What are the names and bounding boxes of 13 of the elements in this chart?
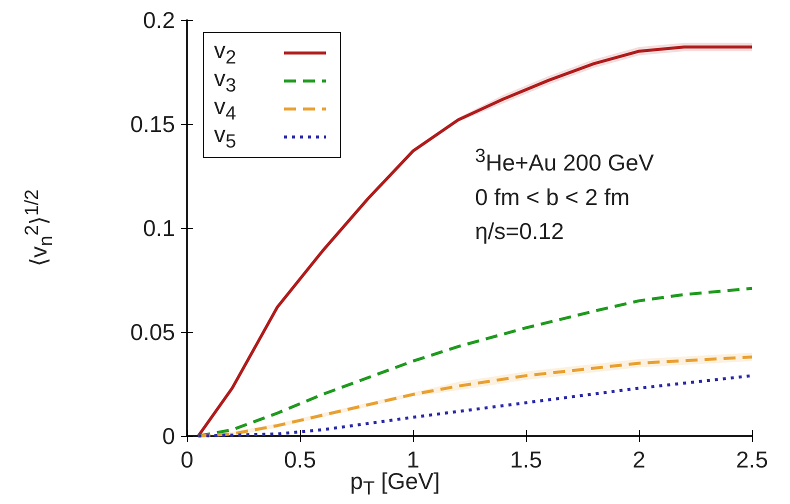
y-tick-label: 0.15 [130, 111, 175, 137]
x-tick-label: 1.5 [510, 446, 542, 472]
y-tick-label: 0.05 [130, 319, 175, 345]
x-tick-label: 0.5 [284, 446, 316, 472]
annotation: η/s=0.12 [475, 218, 564, 244]
annotation: 0 fm < b < 2 fm [475, 184, 630, 210]
y-tick-label: 0.1 [143, 215, 175, 241]
y-tick-label: 0 [162, 423, 175, 449]
x-tick-label: 2 [632, 446, 646, 472]
x-tick-label: 0 [180, 446, 194, 472]
y-tick-label: 0.2 [143, 7, 175, 33]
annotation: $^{3}$He+Au 200 GeV [475, 146, 654, 176]
x-tick-label: 2.5 [736, 446, 768, 472]
